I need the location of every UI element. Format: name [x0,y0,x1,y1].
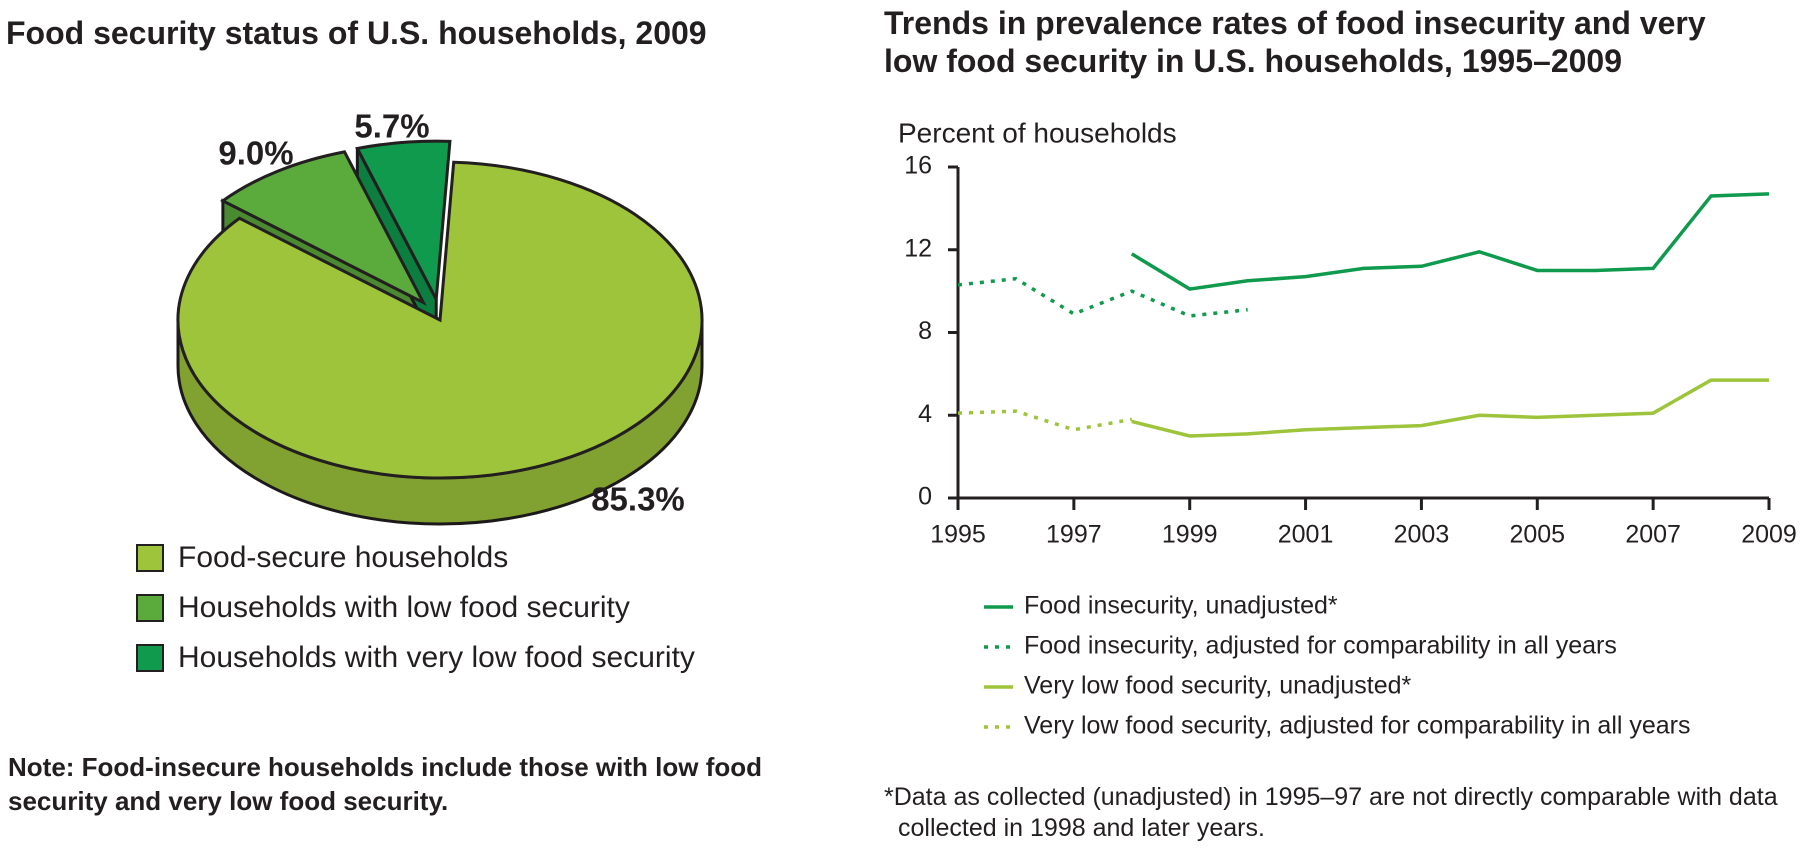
x-tick-label: 2009 [1741,521,1797,549]
line-title: Trends in prevalence rates of food insec… [884,5,1706,79]
legend-label: Food insecurity, unadjusted* [1024,592,1338,620]
x-tick-label: 2005 [1509,521,1565,549]
legend-label: Food-secure households [178,541,508,574]
series-line [957,276,1248,318]
y-tick-label: 8 [918,317,932,345]
pie-title: Food security status of U.S. households,… [6,15,707,51]
x-tick-label: 1999 [1162,521,1218,549]
x-tick-label: 2007 [1625,521,1681,549]
x-tick-label: 2003 [1394,521,1450,549]
slice [176,160,704,480]
legend-label: Households with very low food security [178,641,695,674]
y-axis-label: Percent of households [898,117,1177,148]
legend-label: Households with low food security [178,591,630,624]
legend-label: Very low food security, adjusted for com… [1024,712,1691,740]
y-tick-label: 16 [904,152,932,180]
legend-swatch [136,644,164,672]
value-label: 5.7% [354,108,429,145]
series-line [1131,378,1769,438]
x-tick-label: 1995 [930,521,986,549]
x-tick-label: 1997 [1046,521,1102,549]
legend-label: Food insecurity, adjusted for comparabil… [1024,632,1617,660]
legend-label: Very low food security, unadjusted* [1024,672,1412,700]
legend-swatch [136,594,164,622]
legend-swatch [136,544,164,572]
y-tick-label: 12 [904,234,932,262]
x-tick-label: 2001 [1278,521,1334,549]
slice [355,139,452,305]
y-tick-label: 0 [918,483,932,511]
series-line [1130,192,1770,291]
footnote: *Data as collected (unadjusted) in 1995–… [884,783,1778,842]
y-tick-label: 4 [918,400,932,428]
slice [219,150,427,306]
value-label: 9.0% [218,135,293,172]
value-label: 85.3% [591,481,685,518]
note: Note: Food-insecure households include t… [8,752,762,816]
series-line [957,409,1133,432]
